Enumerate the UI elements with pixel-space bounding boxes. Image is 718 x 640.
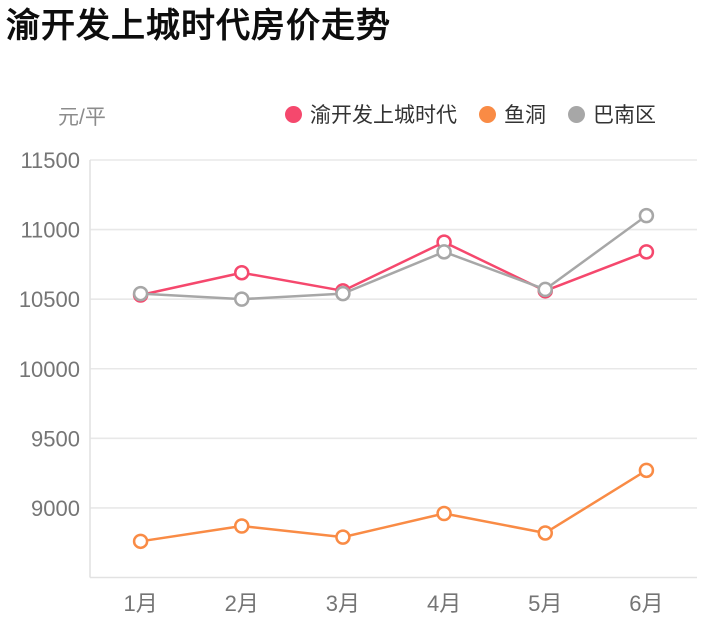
legend: 渝开发上城时代 鱼洞 巴南区 (285, 99, 656, 129)
legend-label: 巴南区 (593, 104, 656, 127)
y-tick-label: 11000 (20, 218, 80, 243)
series-line (139, 214, 648, 301)
legend-dot-icon (285, 105, 302, 123)
series-line (139, 240, 648, 297)
data-point-marker[interactable] (638, 207, 655, 224)
legend-dot-icon (568, 105, 585, 123)
x-tick-label: 1月 (123, 591, 157, 616)
data-point-marker[interactable] (537, 281, 553, 298)
legend-item-yukaifa-shangcheng[interactable]: 渝开发上城时代 (285, 99, 457, 129)
x-tick-label: 4月 (427, 591, 461, 616)
y-tick-label: 10000 (19, 357, 80, 382)
data-point-marker[interactable] (436, 505, 452, 522)
data-point-marker[interactable] (436, 244, 452, 260)
x-tick-label: 6月 (629, 591, 663, 616)
data-point-marker[interactable] (638, 244, 655, 260)
data-point-marker[interactable] (537, 525, 553, 541)
data-point-marker[interactable] (234, 264, 250, 281)
y-tick-label: 9000 (31, 496, 80, 521)
series-line (139, 469, 648, 543)
legend-dot-icon (479, 105, 496, 123)
y-tick-label: 9500 (31, 426, 80, 451)
x-tick-label: 2月 (225, 591, 259, 616)
legend-label: 渝开发上城时代 (310, 104, 457, 127)
y-tick-label: 11500 (20, 148, 80, 173)
y-tick-label: 10500 (19, 287, 80, 312)
data-point-marker[interactable] (335, 529, 351, 545)
data-point-marker[interactable] (234, 291, 250, 307)
legend-label: 鱼洞 (504, 104, 546, 127)
data-point-marker[interactable] (638, 462, 655, 479)
chart-title: 渝开发上城时代房价走势 (6, 7, 391, 45)
x-tick-label: 5月 (528, 591, 562, 616)
legend-item-banan[interactable]: 巴南区 (568, 99, 656, 129)
data-point-marker[interactable] (132, 285, 149, 302)
data-point-marker[interactable] (132, 533, 149, 550)
y-axis-unit-label: 元/平 (58, 106, 106, 129)
data-point-marker[interactable] (335, 285, 351, 302)
x-tick-label: 3月 (326, 591, 360, 616)
legend-item-yudong[interactable]: 鱼洞 (479, 99, 546, 129)
data-point-marker[interactable] (234, 518, 250, 534)
